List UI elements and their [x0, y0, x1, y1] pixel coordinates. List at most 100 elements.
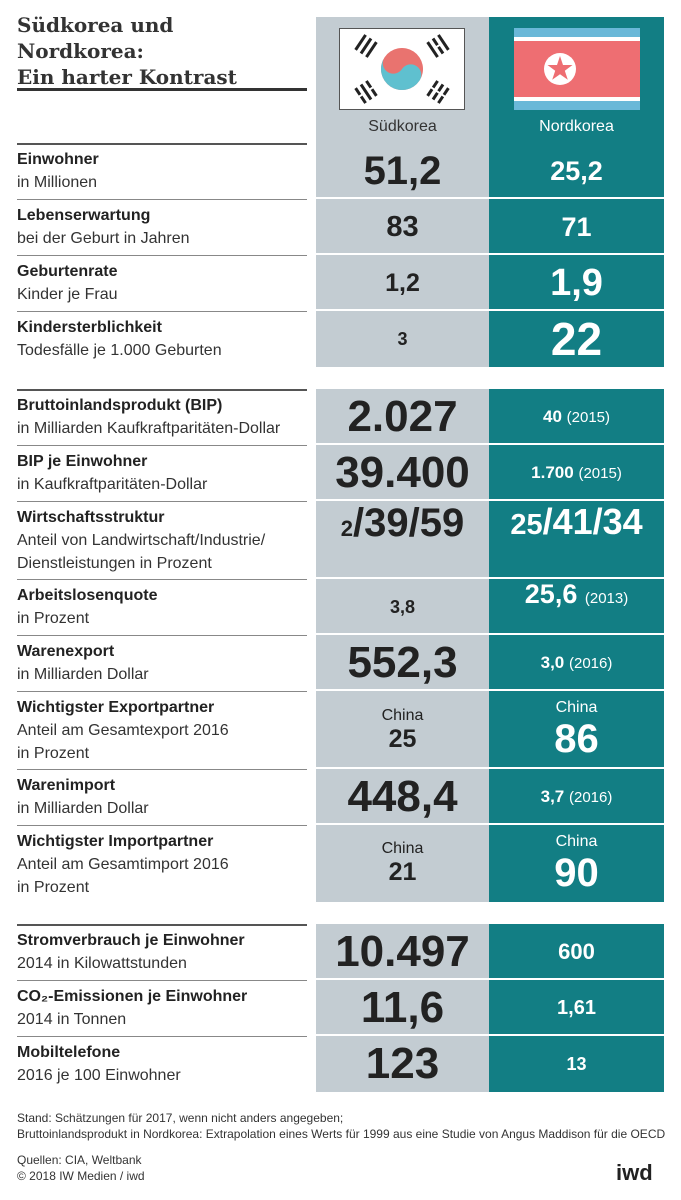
footer-notes: Stand: Schätzungen für 2017, wenn nicht … [17, 1110, 665, 1142]
section-gap [316, 902, 664, 924]
row-divider [17, 199, 307, 200]
value-north-number: 86 [554, 717, 599, 761]
row-divider [17, 255, 307, 256]
value-south-partner: China [381, 840, 424, 857]
value-south: 2.027 [316, 389, 489, 445]
table-row: Stromverbrauch je Einwohner 2014 in Kilow… [0, 924, 681, 980]
value-north: 3,7 (2016) [489, 769, 664, 825]
row-sublabel: in Milliarden Dollar [17, 666, 149, 683]
footer-note-1: Stand: Schätzungen für 2017, wenn nicht … [17, 1111, 344, 1125]
value-south-number: 448,4 [347, 772, 458, 821]
row-sublabel-2: in Prozent [17, 879, 90, 896]
row-sublabel: Kinder je Frau [17, 286, 118, 303]
value-north-number: 1.700 [531, 463, 574, 482]
row-divider [17, 980, 307, 981]
value-north-note: (2016) [569, 788, 613, 806]
row-label: Warenexport [17, 643, 115, 660]
value-north-number: 600 [558, 939, 595, 964]
value-south-number: 3,8 [389, 596, 416, 617]
table-row: Bruttoinlandsprodukt (BIP) in Milliarden … [0, 389, 681, 445]
row-divider [17, 924, 307, 926]
value-north-number: 3,7 [540, 787, 565, 806]
value-north: 40 (2015) [489, 389, 664, 445]
value-north: 25,2 [489, 143, 664, 199]
row-label: Wichtigster Exportpartner [17, 699, 215, 716]
title-line-2: Ein harter Kontrast [17, 65, 237, 89]
value-south: 3,8 [316, 579, 489, 635]
row-sublabel: Anteil am Gesamtimport 2016 [17, 856, 229, 873]
value-north: 1,9 [489, 255, 664, 311]
table-row: Warenimport in Milliarden Dollar 448,4 3,… [0, 769, 681, 825]
value-south: 10.497 [316, 924, 489, 980]
value-north-note: (2015) [578, 464, 622, 482]
value-south-number: 25 [388, 724, 417, 753]
row-divider [17, 143, 307, 145]
value-north: 3,0 (2016) [489, 635, 664, 691]
value-north: 22 [489, 311, 664, 367]
row-sublabel: in Milliarden Dollar [17, 800, 149, 817]
row-sublabel: in Milliarden Kaufkraftparitäten-Dollar [17, 420, 281, 437]
value-south-number: 39.400 [335, 448, 470, 497]
value-south: 448,4 [316, 769, 489, 825]
row-sublabel: 2016 je 100 Einwohner [17, 1067, 181, 1084]
table-row: Wichtigster Importpartner Anteil am Gesam… [0, 825, 681, 902]
value-north-part-2: /41/34 [542, 501, 643, 542]
row-label: CO₂-Emissionen je Einwohner [17, 988, 248, 1005]
row-sublabel: in Prozent [17, 610, 90, 627]
row-divider [17, 311, 307, 312]
value-south: 83 [316, 199, 489, 255]
value-north-partner: China [555, 699, 598, 716]
row-sublabel: Todesfälle je 1.000 Geburten [17, 342, 222, 359]
table-row: BIP je Einwohner in Kaufkraftparitäten-Do… [0, 445, 681, 501]
value-north-number: 3,0 [540, 653, 565, 672]
value-south: 552,3 [316, 635, 489, 691]
row-label: Wichtigster Importpartner [17, 833, 214, 850]
row-label: Mobiltelefone [17, 1044, 121, 1061]
value-south: China 25 [316, 691, 489, 769]
value-north-note: (2016) [569, 654, 613, 672]
value-south: 51,2 [316, 143, 489, 199]
table-row: Einwohner in Millionen 51,2 25,2 [0, 143, 681, 199]
table-row: Lebenserwartung bei der Geburt in Jahren … [0, 199, 681, 255]
row-sublabel: in Kaufkraftparitäten-Dollar [17, 476, 208, 493]
table-row: Mobiltelefone 2016 je 100 Einwohner 123 1… [0, 1036, 681, 1092]
value-south-number: 1,2 [385, 268, 420, 297]
row-divider [17, 769, 307, 770]
value-south-part-2: /39/59 [353, 501, 465, 545]
value-north-number: 40 [542, 407, 562, 426]
row-divider [17, 501, 307, 502]
table-row: Wirtschaftsstruktur Anteil von Landwirtsc… [0, 501, 681, 579]
value-north: China 90 [489, 825, 664, 902]
row-sublabel: 2014 in Kilowattstunden [17, 955, 187, 972]
row-divider [17, 389, 307, 391]
value-south: 123 [316, 1036, 489, 1092]
row-sublabel: in Millionen [17, 174, 98, 191]
value-south-number: 83 [386, 210, 419, 243]
table-row: Warenexport in Milliarden Dollar 552,3 3,… [0, 635, 681, 691]
value-north: China 86 [489, 691, 664, 769]
value-south-number: 51,2 [363, 148, 442, 193]
value-north-note: (2015) [566, 408, 610, 426]
value-north-number: 22 [550, 313, 603, 365]
row-label: Bruttoinlandsprodukt (BIP) [17, 397, 223, 414]
row-label: Wirtschaftsstruktur [17, 509, 165, 526]
row-label: Kindersterblichkeit [17, 319, 162, 336]
value-north-number: 1,61 [557, 996, 596, 1019]
section-gap [316, 367, 664, 389]
row-sublabel: 2014 in Tonnen [17, 1011, 127, 1028]
table-row: Wichtigster Exportpartner Anteil am Gesam… [0, 691, 681, 769]
row-divider [17, 825, 307, 826]
column-header-north: Nordkorea [539, 118, 614, 135]
row-divider [17, 635, 307, 636]
table-row: Arbeitslosenquote in Prozent 3,8 25,6 (20… [0, 579, 681, 635]
column-header-south: Südkorea [368, 118, 437, 135]
row-label: BIP je Einwohner [17, 453, 148, 470]
footer-copyright: © 2018 IW Medien / iwd [17, 1169, 145, 1183]
value-north-number: 1,9 [550, 261, 603, 304]
title-line-1: Südkorea und Nordkorea: [17, 13, 174, 63]
value-north-number: 25,2 [550, 155, 603, 186]
value-south: 1,2 [316, 255, 489, 311]
value-south: 2/39/59 [316, 501, 489, 579]
value-north: 71 [489, 199, 664, 255]
value-north: 1,61 [489, 980, 664, 1036]
